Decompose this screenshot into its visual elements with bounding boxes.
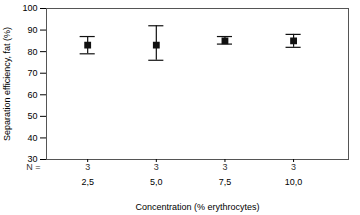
svg-text:Concentration (% erythrocytes): Concentration (% erythrocytes) (135, 202, 259, 212)
svg-text:80: 80 (27, 47, 37, 57)
svg-text:7,5: 7,5 (219, 177, 232, 187)
svg-text:3: 3 (85, 162, 90, 172)
svg-text:40: 40 (27, 133, 37, 143)
svg-text:2,5: 2,5 (81, 177, 94, 187)
svg-text:70: 70 (27, 68, 37, 78)
svg-text:5,0: 5,0 (150, 177, 163, 187)
svg-text:100: 100 (22, 3, 37, 13)
svg-text:Separation efficiency, fat (%): Separation efficiency, fat (%) (2, 27, 12, 141)
svg-text:50: 50 (27, 111, 37, 121)
svg-text:10,0: 10,0 (285, 177, 303, 187)
svg-text:3: 3 (222, 162, 227, 172)
svg-text:30: 30 (27, 154, 37, 164)
svg-text:3: 3 (154, 162, 159, 172)
svg-text:90: 90 (27, 25, 37, 35)
svg-text:60: 60 (27, 90, 37, 100)
svg-text:N =: N = (26, 161, 41, 172)
svg-text:3: 3 (291, 162, 296, 172)
